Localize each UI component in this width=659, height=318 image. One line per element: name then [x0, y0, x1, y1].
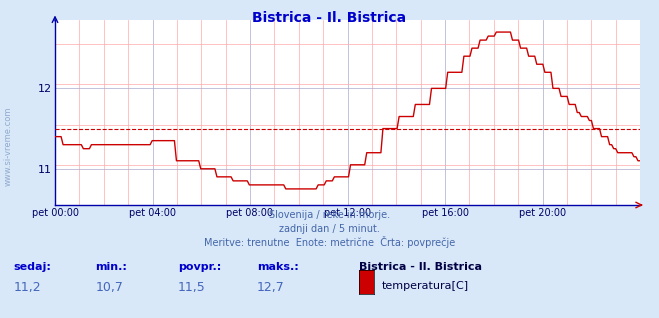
- Text: maks.:: maks.:: [257, 262, 299, 272]
- Text: www.si-vreme.com: www.si-vreme.com: [4, 107, 13, 186]
- Text: Slovenija / reke in morje.: Slovenija / reke in morje.: [269, 210, 390, 220]
- Text: povpr.:: povpr.:: [178, 262, 221, 272]
- Text: 11,5: 11,5: [178, 281, 206, 294]
- Text: Meritve: trenutne  Enote: metrične  Črta: povprečje: Meritve: trenutne Enote: metrične Črta: …: [204, 237, 455, 248]
- Text: sedaj:: sedaj:: [13, 262, 51, 272]
- Text: temperatura[C]: temperatura[C]: [382, 281, 469, 291]
- Text: Bistrica - Il. Bistrica: Bistrica - Il. Bistrica: [252, 11, 407, 25]
- Text: min.:: min.:: [96, 262, 127, 272]
- Text: 10,7: 10,7: [96, 281, 123, 294]
- Text: zadnji dan / 5 minut.: zadnji dan / 5 minut.: [279, 224, 380, 234]
- Text: Bistrica - Il. Bistrica: Bistrica - Il. Bistrica: [359, 262, 482, 272]
- Text: 11,2: 11,2: [13, 281, 41, 294]
- Text: 12,7: 12,7: [257, 281, 285, 294]
